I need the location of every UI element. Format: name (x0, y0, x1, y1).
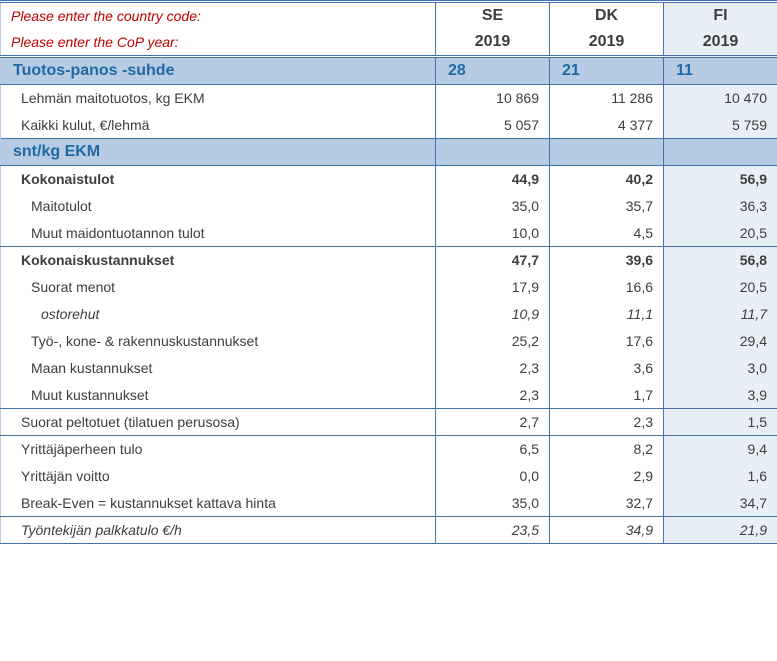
ratio-1: 28 (436, 57, 550, 85)
country-2: DK (550, 2, 664, 30)
header-row-country: Please enter the country code: SE DK FI (1, 2, 777, 30)
row-total-income: Kokonaistulot 44,9 40,2 56,9 (1, 166, 777, 193)
country-3: FI (664, 2, 777, 30)
section-label: Tuotos-panos -suhde (1, 57, 436, 85)
row-family-income: Yrittäjäperheen tulo 6,5 8,2 9,4 (1, 436, 777, 463)
row-other-costs: Muut kustannukset 2,3 1,7 3,9 (1, 382, 777, 409)
row-milk-income: Maitotulot 35,0 35,7 36,3 (1, 193, 777, 220)
row-entrepreneur-profit: Yrittäjän voitto 0,0 2,9 1,6 (1, 463, 777, 490)
row-all-costs-per-cow: Kaikki kulut, €/lehmä 5 057 4 377 5 759 (1, 112, 777, 139)
prompt-country: Please enter the country code: (1, 2, 436, 30)
row-labour-machine-building: Työ-, kone- & rakennuskustannukset 25,2 … (1, 328, 777, 355)
section-output-input-ratio: Tuotos-panos -suhde 28 21 11 (1, 57, 777, 85)
row-purchased-feed: ostorehut 10,9 11,1 11,7 (1, 301, 777, 328)
row-land-costs: Maan kustannukset 2,3 3,6 3,0 (1, 355, 777, 382)
prompt-year: Please enter the CoP year: (1, 29, 436, 57)
row-milk-yield: Lehmän maitotuotos, kg EKM 10 869 11 286… (1, 85, 777, 112)
row-area-payments: Suorat peltotuet (tilatuen perusosa) 2,7… (1, 409, 777, 436)
ratio-3: 11 (664, 57, 777, 85)
row-direct-costs: Suorat menot 17,9 16,6 20,5 (1, 274, 777, 301)
row-other-milk-income: Muut maidontuotannon tulot 10,0 4,5 20,5 (1, 220, 777, 247)
row-break-even: Break-Even = kustannukset kattava hinta … (1, 490, 777, 517)
year-2: 2019 (550, 29, 664, 57)
year-3: 2019 (664, 29, 777, 57)
cost-of-production-table: Please enter the country code: SE DK FI … (0, 0, 777, 544)
header-row-year: Please enter the CoP year: 2019 2019 201… (1, 29, 777, 57)
year-1: 2019 (436, 29, 550, 57)
row-worker-wage: Työntekijän palkkatulo €/h 23,5 34,9 21,… (1, 517, 777, 544)
country-1: SE (436, 2, 550, 30)
row-total-costs: Kokonaiskustannukset 47,7 39,6 56,8 (1, 247, 777, 274)
ratio-2: 21 (550, 57, 664, 85)
section-label: snt/kg EKM (1, 139, 436, 166)
section-cent-per-kg: snt/kg EKM (1, 139, 777, 166)
